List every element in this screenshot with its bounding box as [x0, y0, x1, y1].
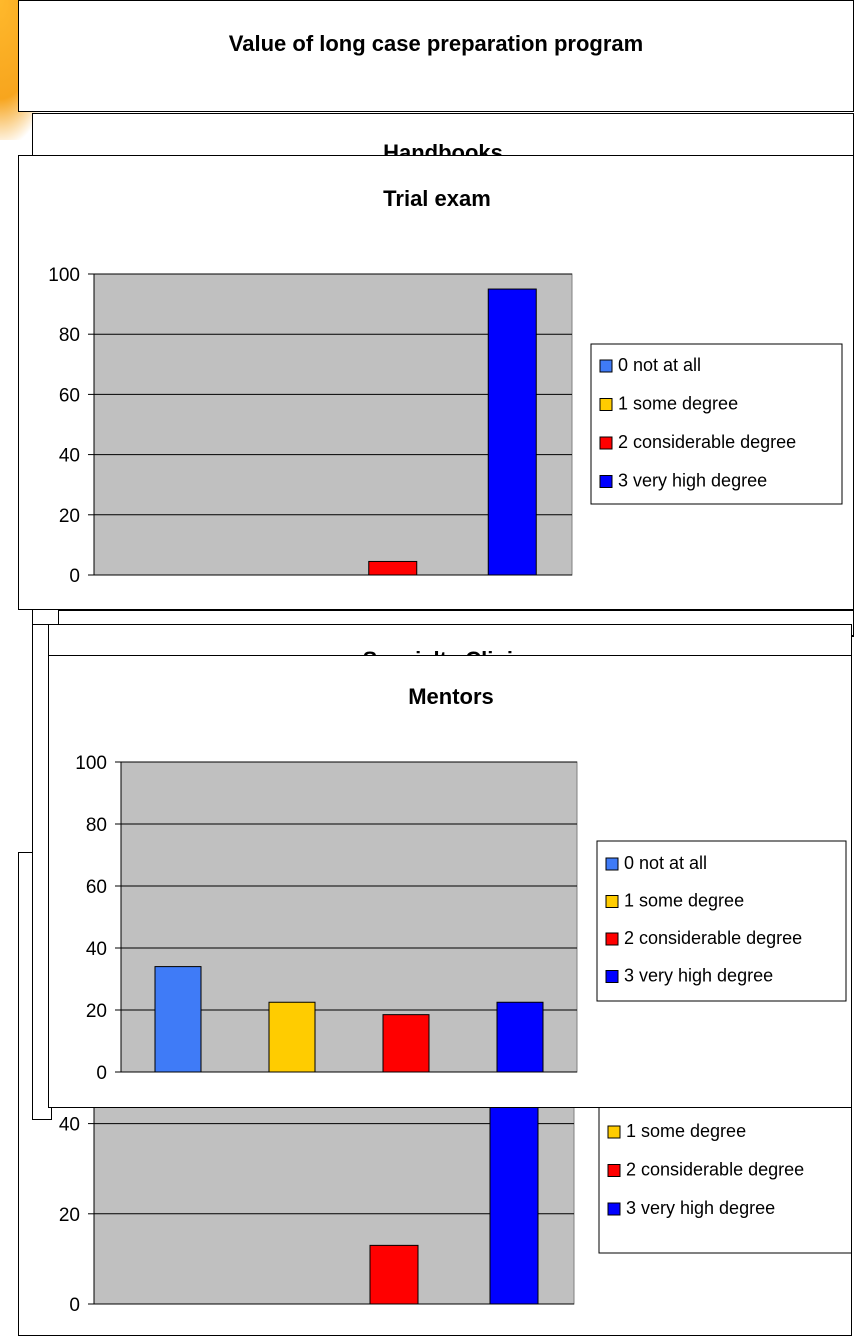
legend-swatch — [605, 970, 619, 983]
y-tick-label: 0 — [96, 1063, 107, 1084]
legend-label: 1 some degree — [618, 394, 738, 414]
legend-swatch — [605, 932, 619, 946]
y-tick-label: 0 — [69, 566, 80, 587]
bar-2 — [382, 1014, 430, 1073]
legend-swatch — [607, 1202, 621, 1216]
y-tick-label: 80 — [86, 815, 107, 836]
bar-3 — [496, 1001, 544, 1073]
mentors-chart-frame: Mentors 0 20 40 60 80 100 0 not at all 1 some de… — [48, 655, 852, 1108]
legend-label: 0 not at all — [624, 853, 707, 873]
legend-swatch — [605, 895, 619, 908]
y-tick-label: 20 — [59, 1205, 80, 1226]
y-tick-label: 40 — [86, 939, 107, 960]
legend-label: 2 considerable degree — [626, 1160, 804, 1180]
legend-swatch — [607, 1164, 621, 1177]
y-tick-label: 20 — [59, 506, 80, 527]
y-tick-label: 60 — [86, 877, 107, 898]
slide-title: Value of long case preparation program — [228, 31, 644, 56]
mentors-bar-chart: Mentors 0 20 40 60 80 100 0 not at all 1 some de… — [75, 684, 847, 1084]
y-tick-label: 100 — [75, 753, 107, 774]
y-tick-label: 40 — [59, 446, 80, 467]
legend-swatch — [599, 398, 613, 411]
legend-box — [598, 1092, 851, 1254]
y-tick-label: 60 — [59, 385, 80, 406]
legend-label: 3 very high degree — [618, 471, 767, 491]
legend-label: 1 some degree — [626, 1121, 746, 1141]
legend-box — [590, 343, 843, 505]
legend-swatch — [599, 359, 613, 373]
trial-exam-chart-frame: Trial exam 0 20 40 60 80 100 0 not at all 1 some… — [18, 155, 854, 610]
legend-label: 3 very high degree — [626, 1198, 775, 1218]
bar-2 — [369, 1244, 419, 1305]
legend-label: 0 not at all — [618, 355, 701, 375]
chart-title: Trial exam — [383, 186, 491, 211]
chart-title: Mentors — [408, 684, 494, 709]
bar-2 — [368, 560, 418, 576]
bar-3 — [487, 288, 537, 576]
legend-swatch — [607, 1125, 621, 1139]
bar-0 — [154, 966, 202, 1073]
legend-box — [596, 840, 847, 1002]
legend-swatch — [599, 475, 613, 488]
y-tick-label: 20 — [86, 1001, 107, 1022]
y-tick-label: 80 — [59, 325, 80, 346]
y-tick-label: 40 — [59, 1115, 80, 1136]
legend-label: 2 considerable degree — [618, 432, 796, 452]
y-tick-label: 0 — [69, 1295, 80, 1316]
legend-swatch — [599, 436, 613, 450]
legend-swatch — [605, 857, 619, 871]
legend-label: 3 very high degree — [624, 966, 773, 986]
value-chart-frame: Value of long case preparation program — [18, 0, 854, 112]
bar-1 — [268, 1001, 316, 1073]
legend-label: 2 considerable degree — [624, 928, 802, 948]
trial-exam-bar-chart: Trial exam 0 20 40 60 80 100 0 not at all 1 some… — [48, 186, 843, 587]
y-tick-label: 100 — [48, 265, 80, 286]
legend-label: 1 some degree — [624, 891, 744, 911]
